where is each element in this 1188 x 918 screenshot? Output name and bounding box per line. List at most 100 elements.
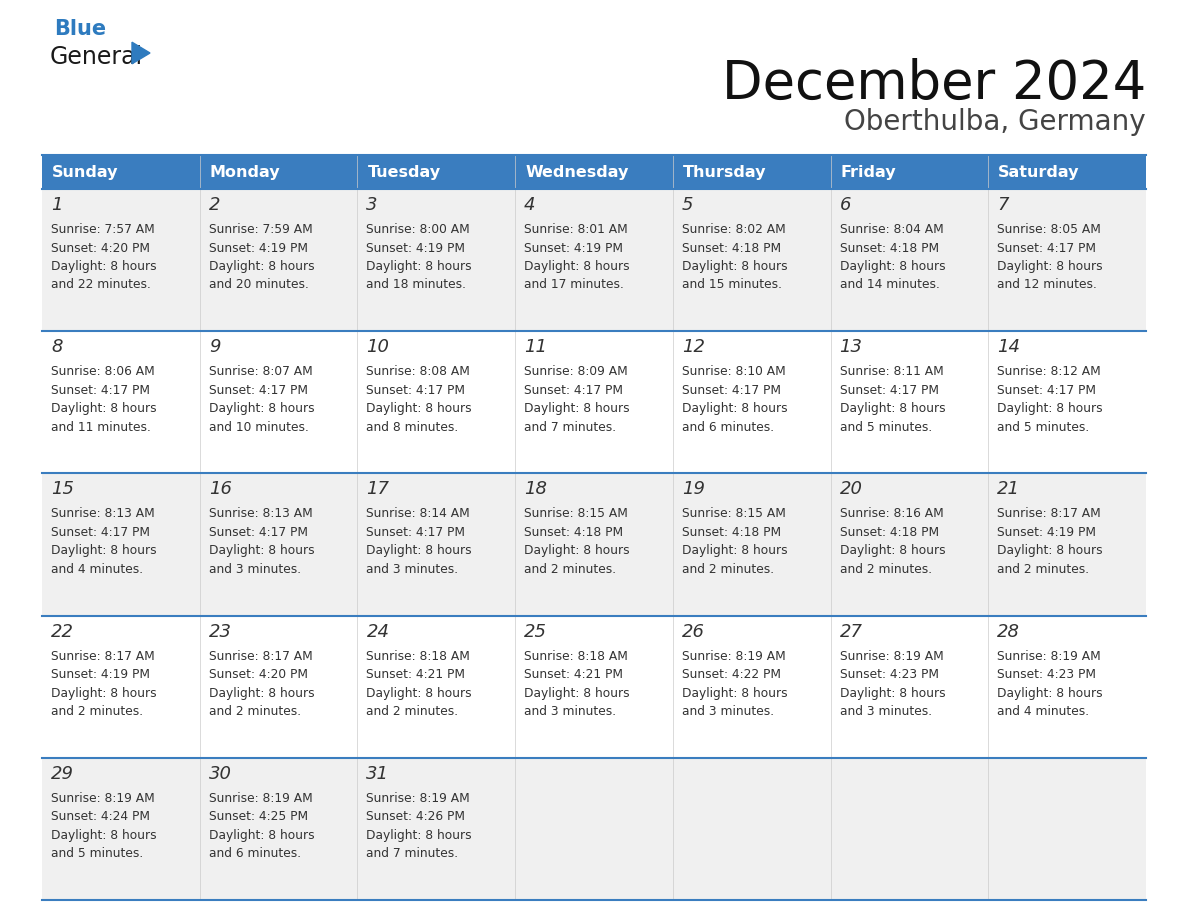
Text: Sunrise: 8:18 AM: Sunrise: 8:18 AM [524,650,628,663]
Text: Sunrise: 8:13 AM: Sunrise: 8:13 AM [51,508,154,521]
Text: 31: 31 [366,765,390,783]
Text: Sunrise: 8:17 AM: Sunrise: 8:17 AM [51,650,154,663]
Bar [42,331,1146,474]
Polygon shape [132,42,150,63]
Text: Daylight: 8 hours: Daylight: 8 hours [840,260,946,273]
Text: Daylight: 8 hours: Daylight: 8 hours [997,687,1102,700]
Text: Sunset: 4:17 PM: Sunset: 4:17 PM [51,526,150,539]
Text: Sunset: 4:20 PM: Sunset: 4:20 PM [209,668,308,681]
Text: Blue: Blue [53,19,106,39]
Text: Daylight: 8 hours: Daylight: 8 hours [524,544,630,557]
Text: 11: 11 [524,338,548,356]
Text: 2: 2 [209,196,220,214]
Text: 30: 30 [209,765,232,783]
Text: Daylight: 8 hours: Daylight: 8 hours [51,544,157,557]
Text: Sunrise: 8:04 AM: Sunrise: 8:04 AM [840,223,943,236]
Text: Sunset: 4:25 PM: Sunset: 4:25 PM [209,811,308,823]
Text: Sunset: 4:19 PM: Sunset: 4:19 PM [997,526,1097,539]
Bar [358,155,516,189]
Bar [830,155,988,189]
Text: Daylight: 8 hours: Daylight: 8 hours [682,402,788,415]
Text: Sunday: Sunday [52,164,119,180]
Text: Daylight: 8 hours: Daylight: 8 hours [840,544,946,557]
Text: 9: 9 [209,338,220,356]
Text: Sunset: 4:17 PM: Sunset: 4:17 PM [366,384,466,397]
Text: Sunrise: 8:13 AM: Sunrise: 8:13 AM [209,508,312,521]
Text: Sunrise: 8:18 AM: Sunrise: 8:18 AM [366,650,470,663]
Text: December 2024: December 2024 [722,58,1146,110]
Text: Sunrise: 7:57 AM: Sunrise: 7:57 AM [51,223,154,236]
Bar [672,155,830,189]
Text: and 7 minutes.: and 7 minutes. [524,420,617,433]
Text: and 15 minutes.: and 15 minutes. [682,278,782,292]
Text: and 5 minutes.: and 5 minutes. [997,420,1089,433]
Text: and 5 minutes.: and 5 minutes. [840,420,931,433]
Text: Daylight: 8 hours: Daylight: 8 hours [51,402,157,415]
Text: 27: 27 [840,622,862,641]
Text: Sunset: 4:23 PM: Sunset: 4:23 PM [840,668,939,681]
Text: Daylight: 8 hours: Daylight: 8 hours [682,544,788,557]
Text: Monday: Monday [210,164,280,180]
Text: Daylight: 8 hours: Daylight: 8 hours [51,687,157,700]
Text: Sunset: 4:24 PM: Sunset: 4:24 PM [51,811,150,823]
Text: Daylight: 8 hours: Daylight: 8 hours [840,402,946,415]
Text: 4: 4 [524,196,536,214]
Text: Sunrise: 8:05 AM: Sunrise: 8:05 AM [997,223,1101,236]
Text: and 5 minutes.: and 5 minutes. [51,847,144,860]
Text: Sunrise: 8:15 AM: Sunrise: 8:15 AM [682,508,785,521]
Text: 13: 13 [840,338,862,356]
Text: Daylight: 8 hours: Daylight: 8 hours [209,829,315,842]
Text: 21: 21 [997,480,1020,498]
Text: Sunset: 4:18 PM: Sunset: 4:18 PM [840,526,939,539]
Text: and 7 minutes.: and 7 minutes. [366,847,459,860]
Bar [200,155,358,189]
Text: and 2 minutes.: and 2 minutes. [209,705,301,718]
Text: Sunrise: 8:14 AM: Sunrise: 8:14 AM [366,508,470,521]
Text: Sunset: 4:17 PM: Sunset: 4:17 PM [840,384,939,397]
Text: Daylight: 8 hours: Daylight: 8 hours [209,402,315,415]
Text: Sunset: 4:19 PM: Sunset: 4:19 PM [209,241,308,254]
Text: and 10 minutes.: and 10 minutes. [209,420,309,433]
Text: 5: 5 [682,196,694,214]
Text: Sunset: 4:17 PM: Sunset: 4:17 PM [682,384,781,397]
Text: and 4 minutes.: and 4 minutes. [51,563,143,576]
Text: and 4 minutes.: and 4 minutes. [997,705,1089,718]
Bar [988,155,1146,189]
Text: Sunrise: 8:01 AM: Sunrise: 8:01 AM [524,223,628,236]
Text: Daylight: 8 hours: Daylight: 8 hours [209,260,315,273]
Text: and 3 minutes.: and 3 minutes. [840,705,931,718]
Text: Sunset: 4:21 PM: Sunset: 4:21 PM [366,668,466,681]
Text: Sunset: 4:18 PM: Sunset: 4:18 PM [524,526,624,539]
Text: Sunrise: 8:19 AM: Sunrise: 8:19 AM [209,792,312,805]
Text: Sunset: 4:19 PM: Sunset: 4:19 PM [366,241,466,254]
Text: Sunset: 4:20 PM: Sunset: 4:20 PM [51,241,150,254]
Text: Daylight: 8 hours: Daylight: 8 hours [366,402,472,415]
Text: Sunrise: 8:16 AM: Sunrise: 8:16 AM [840,508,943,521]
Text: and 20 minutes.: and 20 minutes. [209,278,309,292]
Bar [42,155,200,189]
Text: Daylight: 8 hours: Daylight: 8 hours [524,687,630,700]
Text: Daylight: 8 hours: Daylight: 8 hours [524,260,630,273]
Text: 29: 29 [51,765,74,783]
Text: Sunrise: 8:08 AM: Sunrise: 8:08 AM [366,365,470,378]
Text: and 2 minutes.: and 2 minutes. [366,705,459,718]
Text: and 17 minutes.: and 17 minutes. [524,278,624,292]
Text: Daylight: 8 hours: Daylight: 8 hours [997,260,1102,273]
Text: 16: 16 [209,480,232,498]
Text: 1: 1 [51,196,63,214]
Text: and 3 minutes.: and 3 minutes. [524,705,617,718]
Text: Sunset: 4:22 PM: Sunset: 4:22 PM [682,668,781,681]
Text: Sunrise: 8:11 AM: Sunrise: 8:11 AM [840,365,943,378]
Text: Sunset: 4:26 PM: Sunset: 4:26 PM [366,811,466,823]
Text: Daylight: 8 hours: Daylight: 8 hours [682,687,788,700]
Bar [42,757,1146,900]
Text: 25: 25 [524,622,548,641]
Text: Daylight: 8 hours: Daylight: 8 hours [840,687,946,700]
Text: Daylight: 8 hours: Daylight: 8 hours [209,687,315,700]
Text: and 2 minutes.: and 2 minutes. [51,705,143,718]
Text: 3: 3 [366,196,378,214]
Text: Sunrise: 8:07 AM: Sunrise: 8:07 AM [209,365,312,378]
Text: and 11 minutes.: and 11 minutes. [51,420,151,433]
Text: Sunset: 4:21 PM: Sunset: 4:21 PM [524,668,624,681]
Text: Sunset: 4:19 PM: Sunset: 4:19 PM [524,241,624,254]
